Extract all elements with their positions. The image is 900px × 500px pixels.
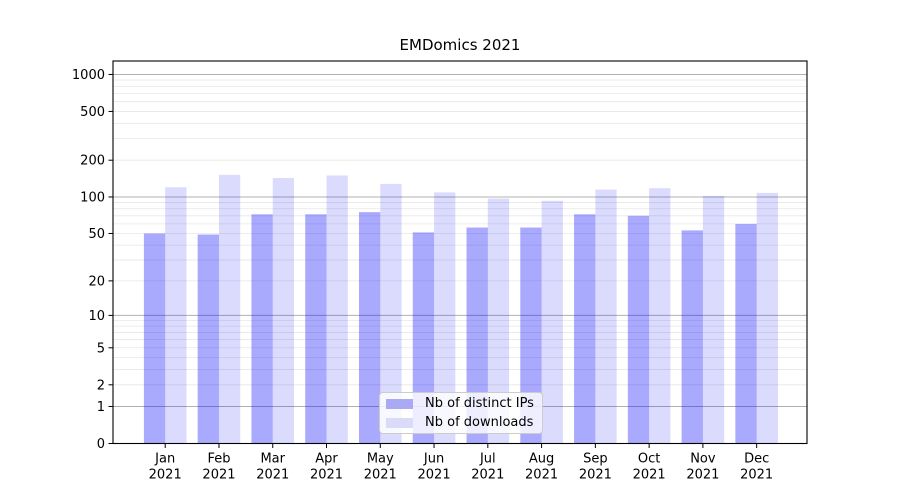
bar-nb-of-distinct-ips-may [358,212,381,444]
y-tick-label-500: 500 [80,105,105,120]
y-tick-label-5: 5 [97,341,105,356]
x-tick-label-month-aug: Aug [529,452,554,467]
x-tick-label-month-dec: Dec [744,452,769,467]
x-tick-label-month-apr: Apr [315,452,338,467]
bar-nb-of-distinct-ips-jun [412,232,435,444]
bar-nb-of-downloads-aug [541,200,563,444]
bar-nb-of-distinct-ips-oct [627,215,650,444]
bar-nb-of-distinct-ips-aug [520,227,542,444]
x-tick-label-year-jun: 2021 [418,468,451,483]
bar-nb-of-distinct-ips-sep [574,214,596,444]
legend-swatch-downloads [386,417,413,428]
legend-label-distinct-ips: Nb of distinct IPs [425,396,534,411]
y-tick-label-200: 200 [80,154,105,169]
bar-nb-of-distinct-ips-dec [735,223,757,444]
x-tick-label-month-sep: Sep [583,452,608,467]
x-tick-label-month-oct: Oct [638,452,660,467]
bar-nb-of-distinct-ips-nov [681,230,703,444]
x-tick-label-month-feb: Feb [207,452,230,467]
x-tick-label-month-nov: Nov [690,452,716,467]
x-tick-label-year-jul: 2021 [471,468,504,483]
legend-item-distinct-ips: Nb of distinct IPs [386,396,534,411]
x-tick-label-year-feb: 2021 [202,468,235,483]
x-tick-label-year-oct: 2021 [633,468,666,483]
bar-nb-of-distinct-ips-mar [251,214,273,444]
bar-nb-of-distinct-ips-jul [466,227,488,444]
bar-nb-of-downloads-apr [326,175,348,444]
legend-swatch-distinct-ips [386,398,413,409]
legend: Nb of distinct IPs Nb of downloads [379,392,543,434]
y-tick-label-2: 2 [97,378,105,393]
bar-nb-of-distinct-ips-jan [143,233,166,444]
bar-nb-of-downloads-jul [487,198,510,444]
y-tick-label-100: 100 [80,190,105,205]
bar-nb-of-downloads-sep [595,189,617,444]
x-tick-label-year-sep: 2021 [579,468,612,483]
x-tick-label-year-jan: 2021 [149,468,182,483]
bar-nb-of-downloads-feb [218,174,241,444]
bar-nb-of-downloads-oct [649,188,671,444]
bar-nb-of-downloads-jan [165,187,187,444]
x-tick-label-year-mar: 2021 [256,468,289,483]
x-tick-label-year-dec: 2021 [740,468,773,483]
bar-nb-of-distinct-ips-feb [197,234,219,444]
x-tick-label-year-aug: 2021 [525,468,558,483]
y-tick-label-10: 10 [88,309,105,324]
bar-nb-of-downloads-mar [272,178,295,444]
x-tick-label-year-nov: 2021 [686,468,719,483]
y-tick-label-20: 20 [88,274,105,289]
legend-label-downloads: Nb of downloads [425,415,534,430]
x-tick-label-year-apr: 2021 [310,468,343,483]
chart-title: EMDomics 2021 [399,36,521,54]
bar-nb-of-distinct-ips-apr [305,214,327,444]
x-tick-label-month-may: May [367,452,394,467]
legend-item-downloads: Nb of downloads [386,415,534,430]
y-tick-label-1000: 1000 [72,68,105,83]
y-tick-label-1: 1 [97,400,105,415]
bar-nb-of-downloads-nov [702,195,725,444]
x-tick-label-month-jun: Jun [423,452,444,467]
y-tick-label-0: 0 [97,437,105,452]
y-tick-label-50: 50 [88,227,105,242]
x-tick-label-year-may: 2021 [364,468,397,483]
bar-nb-of-downloads-dec [756,192,778,444]
bar-nb-of-downloads-may [380,183,402,444]
x-tick-label-month-mar: Mar [260,452,285,467]
axes-frame [112,60,808,445]
bar-nb-of-downloads-jun [434,192,456,444]
x-tick-label-month-jan: Jan [154,452,175,467]
x-tick-label-month-jul: Jul [479,452,496,467]
